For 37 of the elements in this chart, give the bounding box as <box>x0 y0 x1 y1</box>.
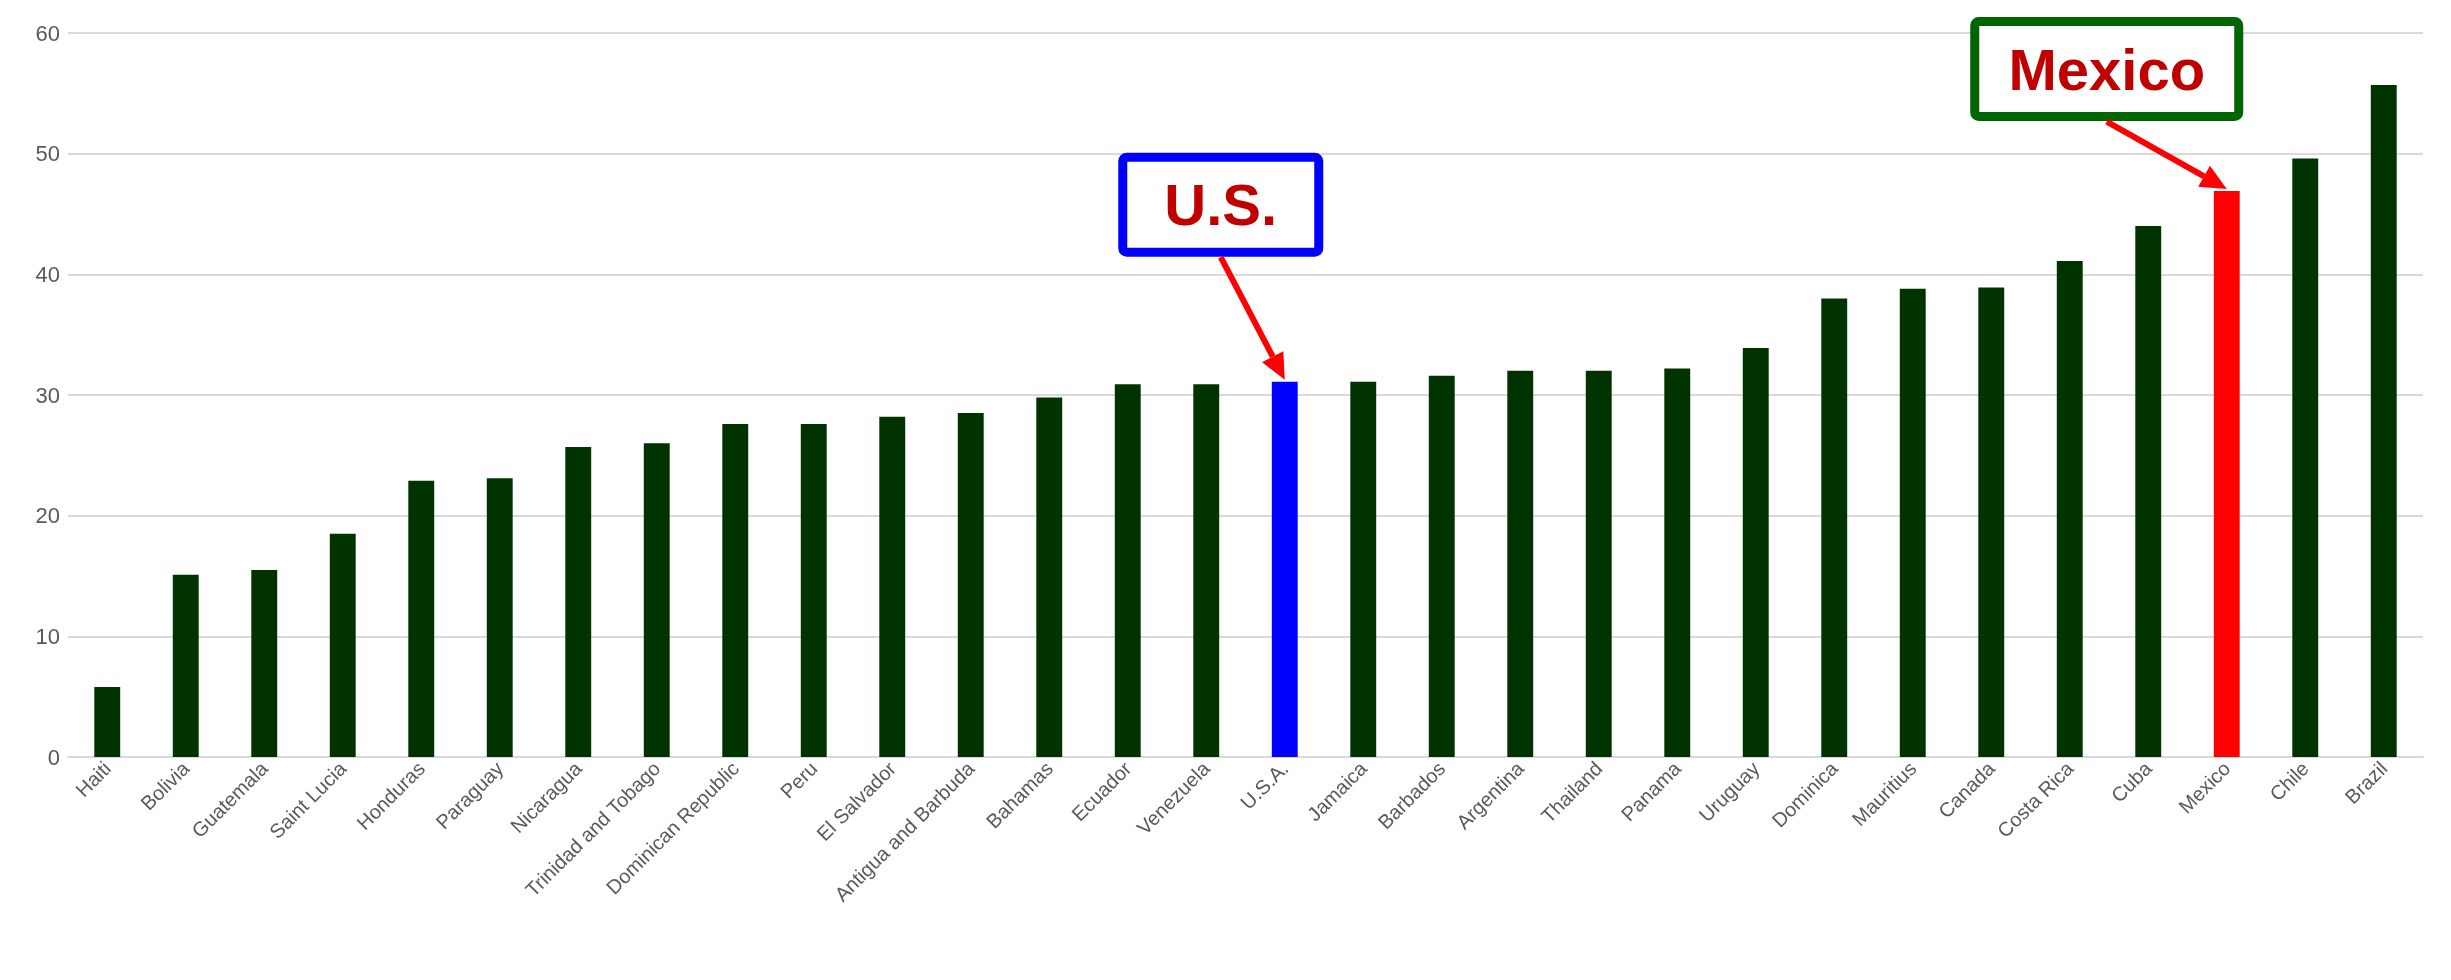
bar <box>1507 370 1534 757</box>
y-tick-label: 50 <box>35 141 60 167</box>
annotation: U.S. <box>1164 172 1278 238</box>
bar <box>879 416 906 757</box>
bar <box>251 569 278 757</box>
bar <box>957 413 984 757</box>
bar <box>2292 158 2319 757</box>
bar <box>2370 84 2397 757</box>
bar <box>1193 384 1220 757</box>
y-tick-label: 40 <box>35 261 60 287</box>
bar <box>1114 384 1141 757</box>
bar <box>643 443 670 757</box>
bar <box>2056 261 2083 757</box>
bar <box>94 687 121 757</box>
y-tick-label: 30 <box>35 382 60 408</box>
y-tick-label: 10 <box>35 623 60 649</box>
y-tick-label: 0 <box>47 744 60 770</box>
bar <box>1585 370 1612 757</box>
bar <box>565 446 592 757</box>
bar <box>486 478 513 757</box>
annotation: Mexico <box>2008 36 2206 102</box>
bar <box>800 423 827 757</box>
bar <box>1821 298 1848 757</box>
bar <box>1664 368 1691 757</box>
bar <box>1978 287 2005 757</box>
bar <box>1036 397 1063 757</box>
bar <box>408 480 435 757</box>
bar <box>722 423 749 757</box>
bar <box>1899 288 1926 757</box>
bar <box>1742 347 1769 757</box>
bar <box>172 574 199 757</box>
bar <box>1350 381 1377 757</box>
bar <box>329 533 356 757</box>
y-tick-label: 20 <box>35 503 60 529</box>
y-tick-label: 60 <box>35 20 60 46</box>
bar <box>1428 375 1455 757</box>
bar <box>2135 226 2162 757</box>
